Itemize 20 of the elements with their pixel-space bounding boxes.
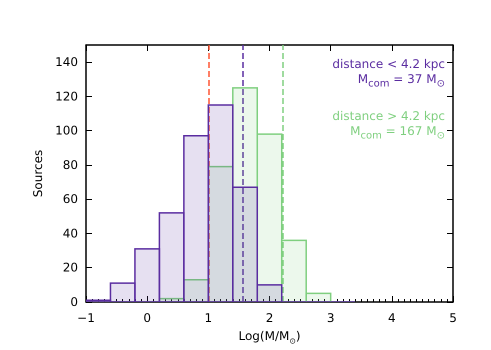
x-tick-label: 4 [388, 311, 396, 325]
x-tick-label: 3 [326, 311, 334, 325]
annotation: M$_{com}$ = 37 M$_{⊙}$ [358, 72, 445, 92]
x-tick-label: 2 [266, 311, 274, 325]
y-tick-label: 20 [62, 260, 78, 275]
y-tick-label: 0 [70, 295, 78, 309]
y-tick-label: 40 [62, 226, 78, 240]
y-tick-label: 140 [55, 55, 78, 70]
x-tick-label: 1 [204, 311, 212, 325]
y-tick-label: 120 [55, 89, 78, 104]
y-tick-label: 100 [55, 124, 78, 138]
x-tick-label: 5 [449, 311, 457, 325]
annotation: M$_{com}$ = 167 M$_{⊙}$ [350, 124, 445, 144]
y-tick-label: 60 [62, 192, 78, 206]
x-tick-label: 0 [143, 311, 151, 325]
y-tick-label: 80 [62, 158, 78, 172]
text: distance < 4.2 kpc [332, 57, 445, 71]
text: distance > 4.2 kpc [332, 109, 445, 123]
x-tick-label: −1 [77, 311, 95, 325]
y-axis-title: Sources [31, 150, 46, 198]
